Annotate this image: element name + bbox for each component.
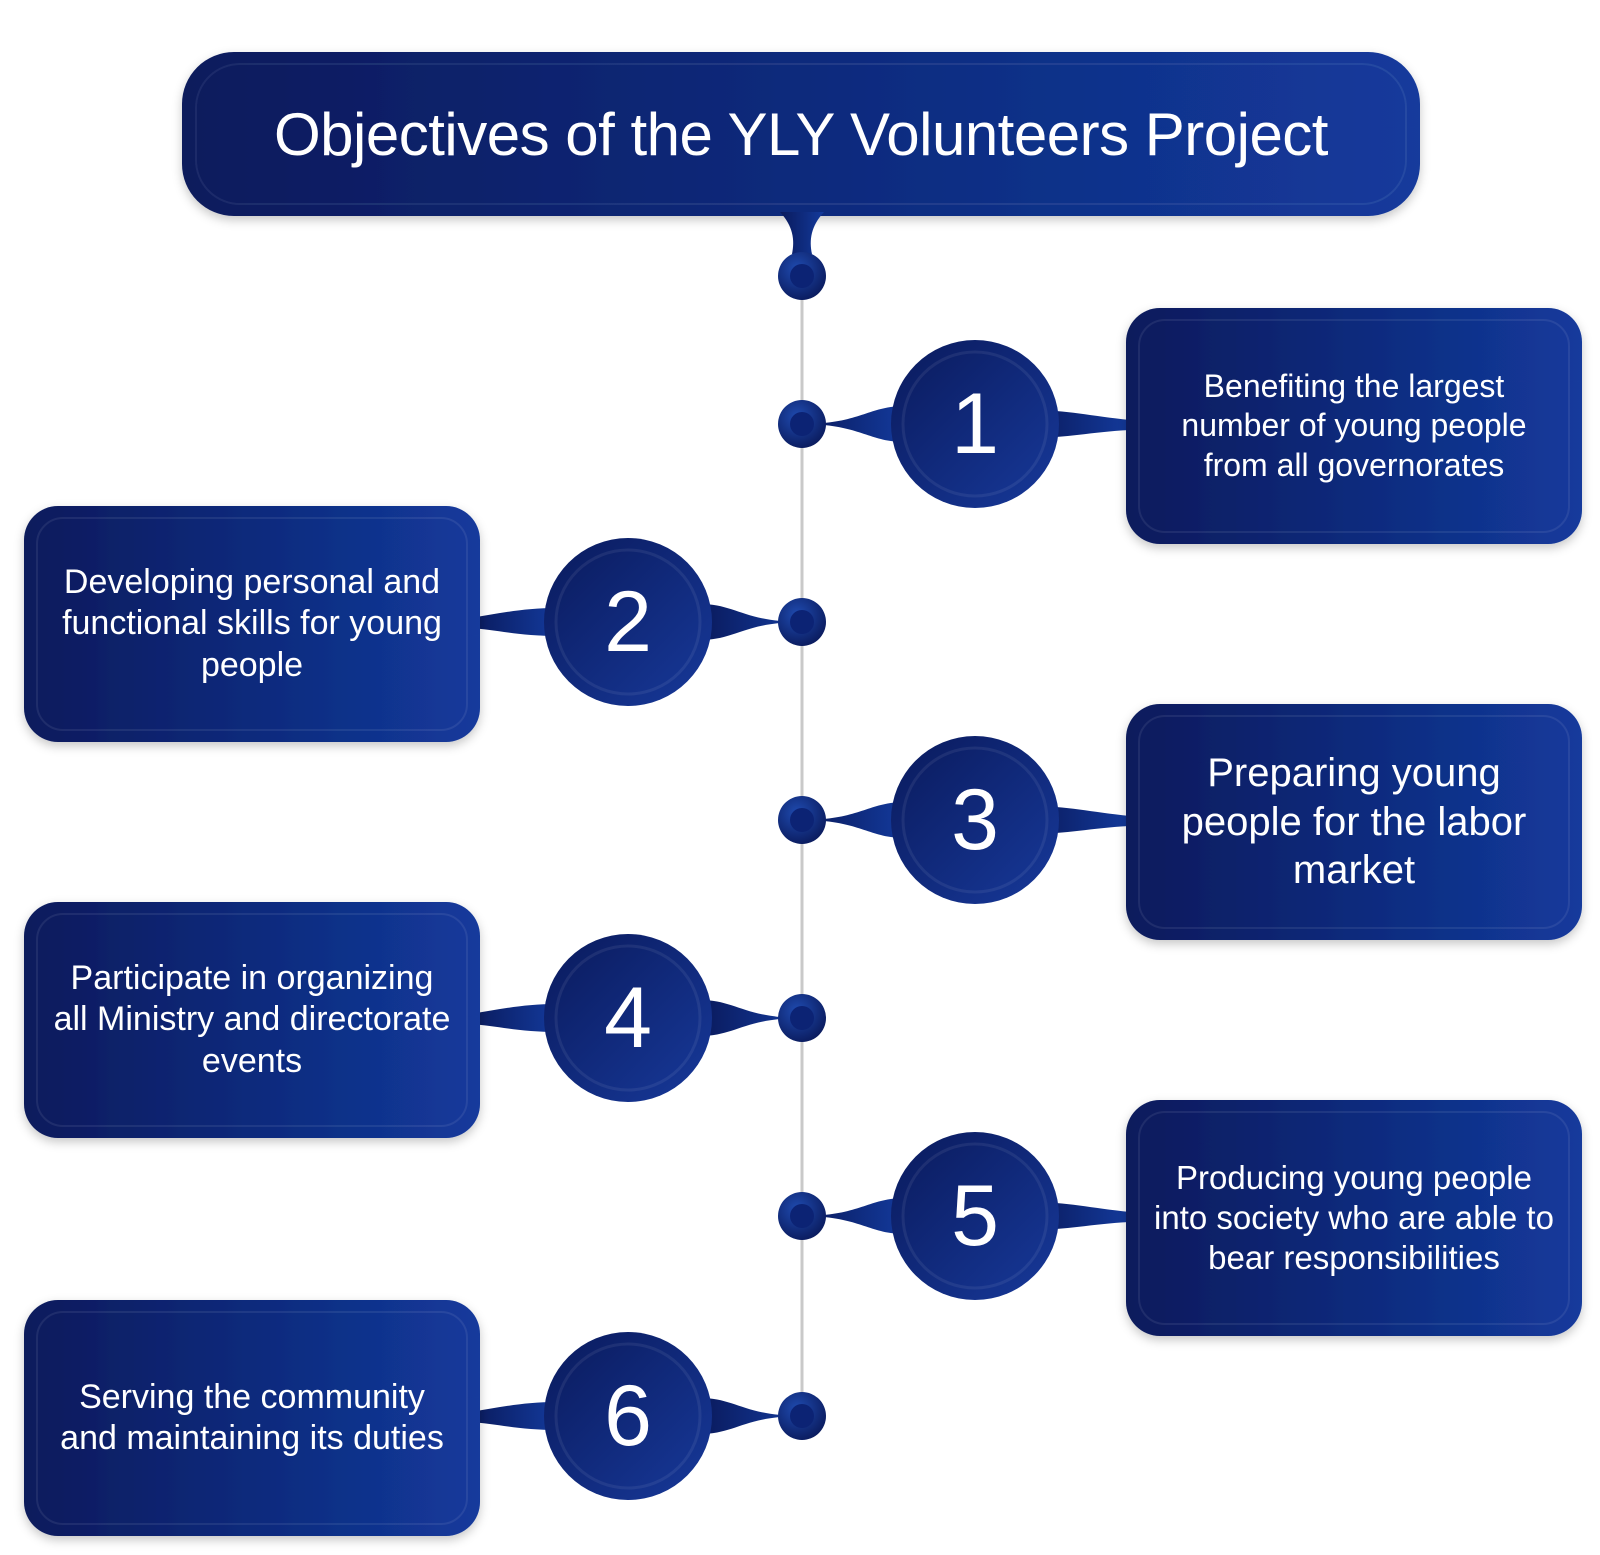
objective-1-text: Benefiting the largest number of young p… [1181,368,1527,483]
objective-3-box [1126,704,1582,940]
objective-1-number-circle [891,340,1059,508]
objective-5-box [1126,1100,1582,1336]
objective-5-group [778,1100,1582,1336]
objective-2-text: Developing personal and functional skill… [62,562,442,684]
objective-6-number-circle [544,1332,712,1500]
objective-4-text: Participate in organizing all Ministry a… [53,958,451,1080]
objective-4-box [24,902,480,1138]
objective-1-group [778,308,1582,544]
diagram-title: Objectives of the YLY Volunteers Project [274,100,1328,168]
objective-2-number: 2 [604,573,652,670]
objective-4-number: 4 [604,969,652,1066]
objective-2-group [24,506,826,742]
objective-1-number: 1 [951,375,999,472]
objective-6-text: Serving the community and maintaining it… [60,1377,444,1457]
objective-3-number-circle [891,736,1059,904]
objective-4-number-circle [544,934,712,1102]
objective-6-group [24,1300,826,1536]
objective-6-number: 6 [604,1367,652,1464]
objective-3-text: Preparing young people for the labor mar… [1181,750,1527,893]
objective-5-number: 5 [951,1167,999,1264]
title-connector [778,212,826,300]
objective-6-box [24,1300,480,1536]
objective-5-number-circle [891,1132,1059,1300]
objective-5-text: Producing young people into society who … [1154,1158,1554,1277]
objective-1-box [1126,308,1582,544]
objective-3-number: 3 [951,771,999,868]
objective-3-group [778,704,1582,940]
title-banner [182,52,1420,216]
objective-4-group [24,902,826,1138]
objective-2-number-circle [544,538,712,706]
objective-2-box [24,506,480,742]
